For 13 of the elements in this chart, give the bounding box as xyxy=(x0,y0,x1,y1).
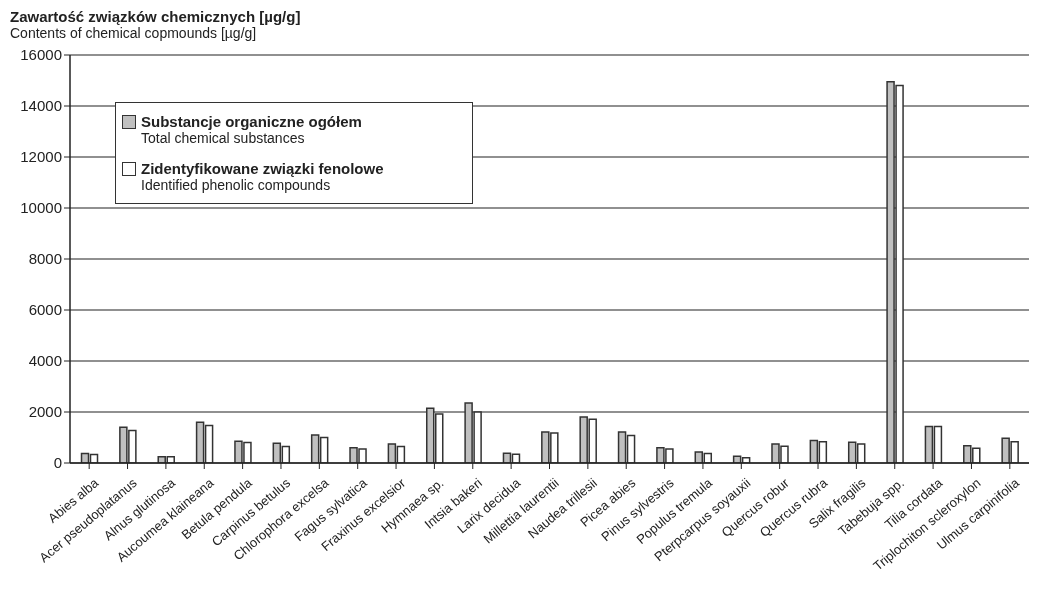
y-tick-label: 16000 xyxy=(20,46,62,64)
y-tick-label: 4000 xyxy=(28,352,62,370)
chart-subtitle: Contents of chemical copmounds [µg/g] xyxy=(10,25,258,41)
y-tick-label: 8000 xyxy=(28,250,62,268)
y-tick-label: 6000 xyxy=(28,301,62,319)
legend-label: Substancje organiczne ogółem Total chemical substances xyxy=(140,113,363,146)
y-tick-label: 2000 xyxy=(28,403,62,421)
y-tick-label: 0 xyxy=(53,454,62,472)
y-tick-label: 12000 xyxy=(20,148,62,166)
y-tick-label: 14000 xyxy=(20,97,62,115)
chart-title: Zawartość związków chemicznych [µg/g] xyxy=(10,8,302,25)
legend-label: Zidentyfikowane związki fenolowe Identified phenolic compounds xyxy=(140,160,385,193)
y-tick-label: 10000 xyxy=(20,199,62,217)
